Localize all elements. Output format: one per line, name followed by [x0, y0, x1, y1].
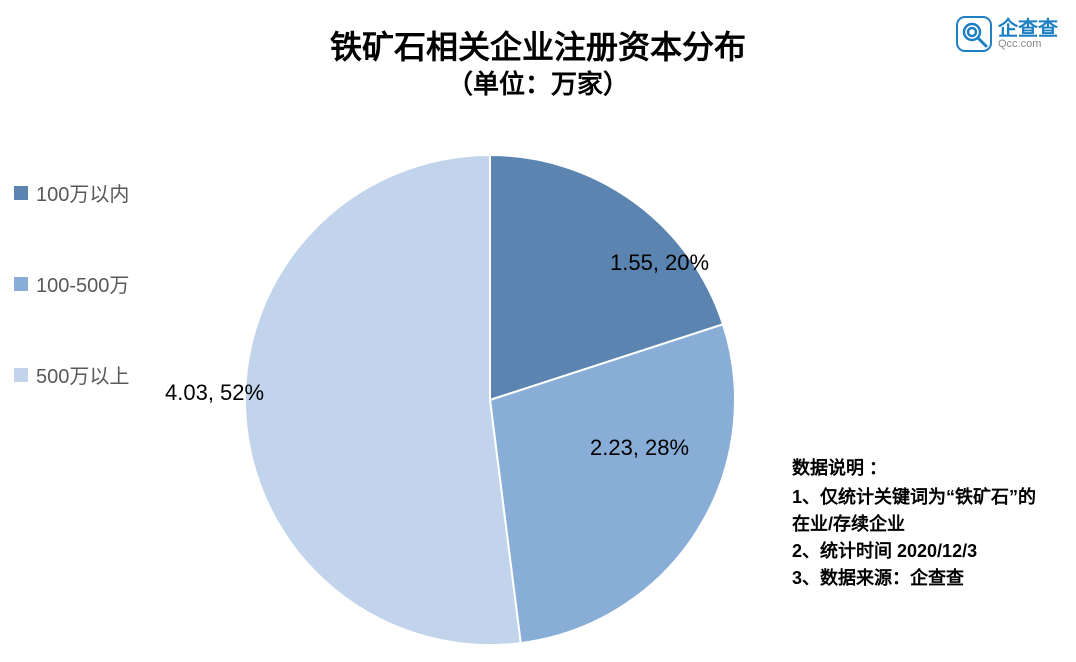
data-notes: 数据说明 ： 1、仅统计关键词为“铁矿石”的在业/存续企业2、统计时间 2020… [792, 455, 1052, 592]
legend-label: 100万以内 [36, 178, 129, 207]
legend-swatch [14, 368, 28, 382]
brand-name-cn: 企查查 [998, 19, 1058, 39]
legend: 100万以内 100-500万 500万以上 [14, 178, 164, 389]
brand-logo-icon [956, 16, 992, 52]
notes-line: 1、仅统计关键词为“铁矿石”的在业/存续企业 [792, 484, 1052, 538]
pie-chart [245, 155, 735, 645]
notes-heading: 数据说明 ： [792, 455, 1052, 482]
legend-swatch [14, 186, 28, 200]
pie-slice-s3 [245, 155, 521, 645]
brand-logo: 企查查 Qcc.com [956, 16, 1058, 52]
chart-subtitle: （单位：万家） [0, 64, 1076, 101]
notes-line: 3、数据来源：企查查 [792, 565, 1052, 592]
legend-label: 100-500万 [36, 269, 129, 298]
chart-stage: 铁矿石相关企业注册资本分布 （单位：万家） 企查查 Qcc.com 100万以内… [0, 0, 1076, 662]
brand-name-en: Qcc.com [998, 39, 1058, 50]
legend-label: 500万以上 [36, 360, 129, 389]
chart-title: 铁矿石相关企业注册资本分布 [0, 22, 1076, 68]
legend-item: 100万以内 [14, 178, 164, 207]
slice-label-s2: 2.23, 28% [590, 435, 689, 461]
legend-swatch [14, 277, 28, 291]
legend-item: 500万以上 [14, 360, 164, 389]
legend-item: 100-500万 [14, 269, 164, 298]
pie-svg [245, 155, 735, 645]
slice-label-s3: 4.03, 52% [165, 380, 264, 406]
notes-line: 2、统计时间 2020/12/3 [792, 538, 1052, 565]
slice-label-s1: 1.55, 20% [610, 250, 709, 276]
